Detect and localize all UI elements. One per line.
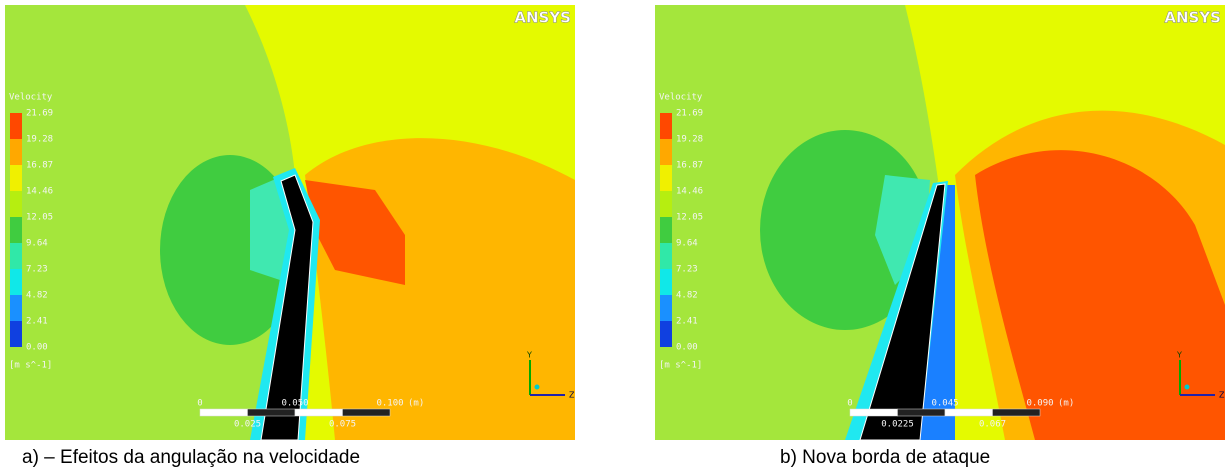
legend-swatch — [660, 191, 672, 217]
legend-level: 2.41 — [26, 317, 48, 327]
legend-level: 9.64 — [26, 239, 48, 249]
legend-title: Velocity — [9, 93, 53, 103]
scale-segment — [945, 409, 993, 416]
legend-level: 7.23 — [26, 265, 48, 275]
scale-segment — [898, 409, 946, 416]
legend-level: 14.46 — [26, 187, 53, 197]
legend-swatch — [660, 295, 672, 321]
scale-label: 0.090 — [1026, 399, 1053, 409]
legend-level: 16.87 — [26, 161, 53, 171]
legend-level: 2.41 — [676, 317, 698, 327]
scale-segment — [248, 409, 296, 416]
legend-swatch — [10, 295, 22, 321]
legend-level: 7.23 — [676, 265, 698, 275]
contour-panel: ANSYS Velocity 21.69 19.28 16.87 14.46 12.05 9.… — [5, 5, 575, 440]
legend-swatch — [660, 113, 672, 139]
axis-label: Y — [526, 351, 532, 360]
legend-swatch — [10, 217, 22, 243]
scale-label: 0.050 — [281, 399, 308, 409]
scale-segment — [993, 409, 1041, 416]
logo: ANSYS — [514, 9, 571, 27]
axis-label: Z — [1219, 391, 1225, 400]
legend-swatch — [10, 243, 22, 269]
legend-level: 12.05 — [26, 213, 53, 223]
legend-swatch — [10, 269, 22, 295]
legend-swatch — [660, 139, 672, 165]
legend-swatch — [10, 139, 22, 165]
legend-swatch — [10, 191, 22, 217]
scale-label: 0 — [197, 399, 202, 409]
scale-label: 0.067 — [979, 420, 1006, 430]
legend-level: 4.82 — [676, 291, 698, 301]
axis-label: Y — [1176, 351, 1182, 360]
scale-unit: (m) — [1058, 399, 1074, 409]
legend-unit: [m s^-1] — [9, 361, 52, 371]
legend-swatch — [660, 165, 672, 191]
legend-level: 4.82 — [26, 291, 48, 301]
scale-label: 0.045 — [931, 399, 958, 409]
legend-level: 0.00 — [26, 343, 48, 353]
legend-level: 19.28 — [676, 135, 703, 145]
scale-label: 0.025 — [234, 420, 261, 430]
axis-label: Z — [569, 391, 575, 400]
scale-label: 0.100 — [376, 399, 403, 409]
legend-unit: [m s^-1] — [659, 361, 702, 371]
legend-title: Velocity — [659, 93, 703, 103]
legend-swatch — [660, 217, 672, 243]
contour-panel: ANSYS Velocity 21.69 19.28 16.87 14.46 12.05 9.… — [655, 5, 1225, 440]
scale-segment — [850, 409, 898, 416]
legend-level: 21.69 — [676, 109, 703, 119]
legend-level: 14.46 — [676, 187, 703, 197]
legend-level: 21.69 — [26, 109, 53, 119]
legend-level: 0.00 — [676, 343, 698, 353]
legend-swatch — [660, 243, 672, 269]
scale-segment — [343, 409, 391, 416]
scale-unit: (m) — [408, 399, 424, 409]
legend-level: 12.05 — [676, 213, 703, 223]
logo: ANSYS — [1164, 9, 1221, 27]
legend-swatch — [10, 321, 22, 347]
legend-swatch — [660, 269, 672, 295]
caption: a) – Efeitos da angulação na velocidade — [22, 447, 360, 468]
figure: ANSYS Velocity 21.69 19.28 16.87 14.46 12.05 9.… — [0, 0, 1231, 473]
legend-swatch — [10, 113, 22, 139]
scale-label: 0.075 — [329, 420, 356, 430]
legend-swatch — [660, 321, 672, 347]
caption: b) Nova borda de ataque — [780, 447, 990, 468]
axis-x — [535, 385, 540, 390]
scale-label: 0 — [847, 399, 852, 409]
scale-segment — [295, 409, 343, 416]
legend-swatch — [10, 165, 22, 191]
legend-level: 16.87 — [676, 161, 703, 171]
scale-label: 0.0225 — [881, 420, 914, 430]
axis-x — [1185, 385, 1190, 390]
legend-level: 19.28 — [26, 135, 53, 145]
legend-level: 9.64 — [676, 239, 698, 249]
scale-segment — [200, 409, 248, 416]
